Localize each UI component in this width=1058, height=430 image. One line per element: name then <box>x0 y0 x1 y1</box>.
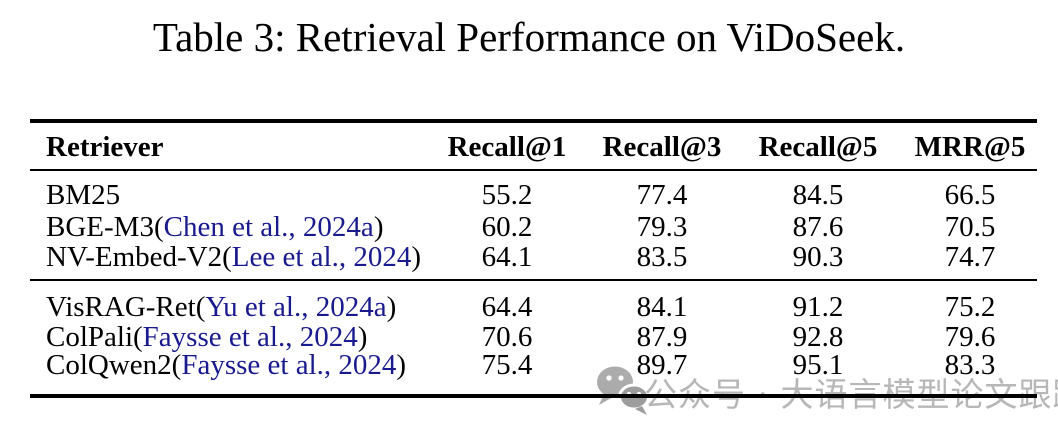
cell-recall5: 90.3 <box>792 241 844 273</box>
cell-recall5: 91.2 <box>792 291 844 323</box>
cell-mrr5: 75.2 <box>944 291 996 323</box>
column-header-retriever: Retriever <box>46 131 164 163</box>
retriever-name: NV-Embed-V2(Lee et al., 2024) <box>46 242 421 273</box>
cell-recall3: 79.3 <box>636 211 688 243</box>
citation-link[interactable]: Yu et al., 2024a <box>205 291 387 323</box>
cell-mrr5: 66.5 <box>944 179 996 211</box>
citation-link[interactable]: Lee et al., 2024 <box>231 241 412 273</box>
table-row: ColQwen2(Faysse et al., 2024) 75.4 89.7 … <box>0 350 1058 381</box>
table-rule-group-separator <box>30 279 1037 281</box>
cell-recall5: 95.1 <box>792 349 844 381</box>
retriever-name: BGE-M3(Chen et al., 2024a) <box>46 212 383 243</box>
table-row: BGE-M3(Chen et al., 2024a) 60.2 79.3 87.… <box>0 212 1058 243</box>
cell-recall3: 87.9 <box>636 321 688 353</box>
column-header-recall1: Recall@1 <box>447 131 567 163</box>
cell-recall5: 87.6 <box>792 211 844 243</box>
retriever-text: ColQwen2( <box>46 349 182 381</box>
table-row: NV-Embed-V2(Lee et al., 2024) 64.1 83.5 … <box>0 242 1058 273</box>
table-rule-bottom <box>30 394 1037 398</box>
retriever-text: BM25 <box>46 179 121 211</box>
cell-recall1: 64.4 <box>481 291 533 323</box>
cell-mrr5: 83.3 <box>944 349 996 381</box>
cell-recall5: 84.5 <box>792 179 844 211</box>
cell-recall3: 77.4 <box>636 179 688 211</box>
column-header-mrr5: MRR@5 <box>914 131 1026 163</box>
cell-recall1: 64.1 <box>481 241 533 273</box>
table-row: ColPali(Faysse et al., 2024) 70.6 87.9 9… <box>0 322 1058 353</box>
citation-link[interactable]: Faysse et al., 2024 <box>142 321 358 353</box>
table-row: VisRAG-Ret(Yu et al., 2024a) 64.4 84.1 9… <box>0 292 1058 323</box>
table-row: BM25 55.2 77.4 84.5 66.5 <box>0 180 1058 211</box>
retriever-name: ColPali(Faysse et al., 2024) <box>46 322 367 353</box>
retriever-name: BM25 <box>46 180 120 211</box>
cell-mrr5: 70.5 <box>944 211 996 243</box>
cell-recall5: 92.8 <box>792 321 844 353</box>
retriever-name: VisRAG-Ret(Yu et al., 2024a) <box>46 292 396 323</box>
retriever-text: ColPali( <box>46 321 143 353</box>
cell-mrr5: 79.6 <box>944 321 996 353</box>
column-header-recall5: Recall@5 <box>758 131 878 163</box>
retriever-text-close: ) <box>396 349 407 381</box>
retriever-text: VisRAG-Ret( <box>46 291 206 323</box>
table-caption: Table 3: Retrieval Performance on ViDoSe… <box>152 14 906 60</box>
retriever-text: NV-Embed-V2( <box>46 241 232 273</box>
cell-recall3: 89.7 <box>636 349 688 381</box>
cell-recall1: 60.2 <box>481 211 533 243</box>
retriever-text: BGE-M3( <box>46 211 164 243</box>
cell-recall1: 70.6 <box>481 321 533 353</box>
citation-link[interactable]: Chen et al., 2024a <box>163 211 374 243</box>
table-header-row: Retriever Recall@1 Recall@3 Recall@5 MRR… <box>0 132 1058 163</box>
cell-recall3: 83.5 <box>636 241 688 273</box>
cell-recall1: 55.2 <box>481 179 533 211</box>
citation-link[interactable]: Faysse et al., 2024 <box>181 349 397 381</box>
cell-recall1: 75.4 <box>481 349 533 381</box>
retriever-text-close: ) <box>411 241 422 273</box>
column-header-recall3: Recall@3 <box>602 131 722 163</box>
retriever-name: ColQwen2(Faysse et al., 2024) <box>46 350 406 381</box>
retriever-text-close: ) <box>373 211 384 243</box>
table-rule-after-header <box>30 169 1037 171</box>
table-rule-top <box>30 119 1037 123</box>
cell-recall3: 84.1 <box>636 291 688 323</box>
cell-mrr5: 74.7 <box>944 241 996 273</box>
retriever-text-close: ) <box>386 291 397 323</box>
retriever-text-close: ) <box>357 321 368 353</box>
